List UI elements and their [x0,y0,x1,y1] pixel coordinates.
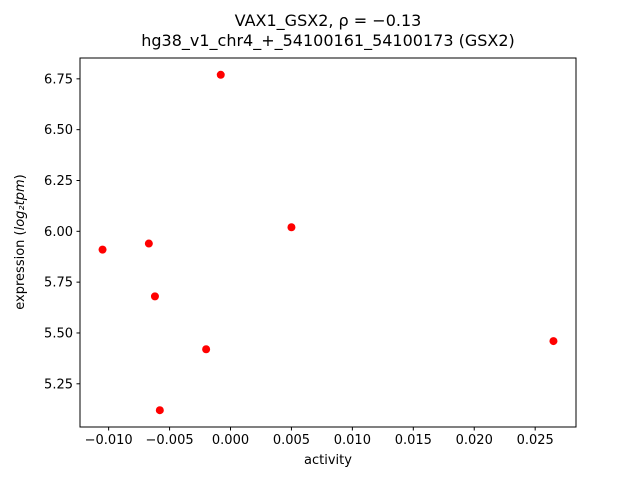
y-tick-label: 6.75 [44,72,73,87]
y-axis-label-math: log₂tpm [13,179,28,230]
y-tick-label: 5.50 [44,326,73,341]
y-axis-label-suffix: ) [13,174,28,179]
x-tick-label: 0.000 [212,433,249,448]
x-tick-label: −0.010 [85,433,133,448]
chart-title-line2: hg38_v1_chr4_+_54100161_54100173 (GSX2) [141,31,515,51]
axes-frame [79,57,577,428]
x-tick-label: 0.010 [334,433,371,448]
x-tick-label: 0.020 [456,433,493,448]
chart-title-line1: VAX1_GSX2, ρ = −0.13 [235,11,422,31]
y-axis-label-prefix: expression ( [13,230,28,309]
x-tick-label: 0.015 [395,433,432,448]
y-tick-label: 6.50 [44,123,73,138]
y-tick-label: 5.75 [44,276,73,291]
y-tick-label: 6.25 [44,174,73,189]
x-tick-label: −0.005 [146,433,194,448]
data-point [287,223,296,232]
x-axis-label: activity [304,453,352,468]
data-point [150,292,159,301]
y-axis-ticks: 5.25 5.50 5.75 6.00 6.25 6.50 6.75 [44,72,80,392]
y-tick-label: 5.25 [44,377,73,392]
data-point [144,239,153,248]
data-point [216,70,225,79]
data-point [155,406,164,415]
data-point [202,345,211,354]
data-points [98,70,558,415]
y-axis-label: expression (log₂tpm) [13,174,28,309]
data-point [98,245,107,254]
x-tick-label: 0.025 [517,433,554,448]
x-axis-ticks: −0.010 −0.005 0.000 0.005 0.010 0.015 0.020 0.0… [85,427,554,448]
y-tick-label: 6.00 [44,225,73,240]
data-point [549,337,558,346]
x-tick-label: 0.005 [273,433,310,448]
